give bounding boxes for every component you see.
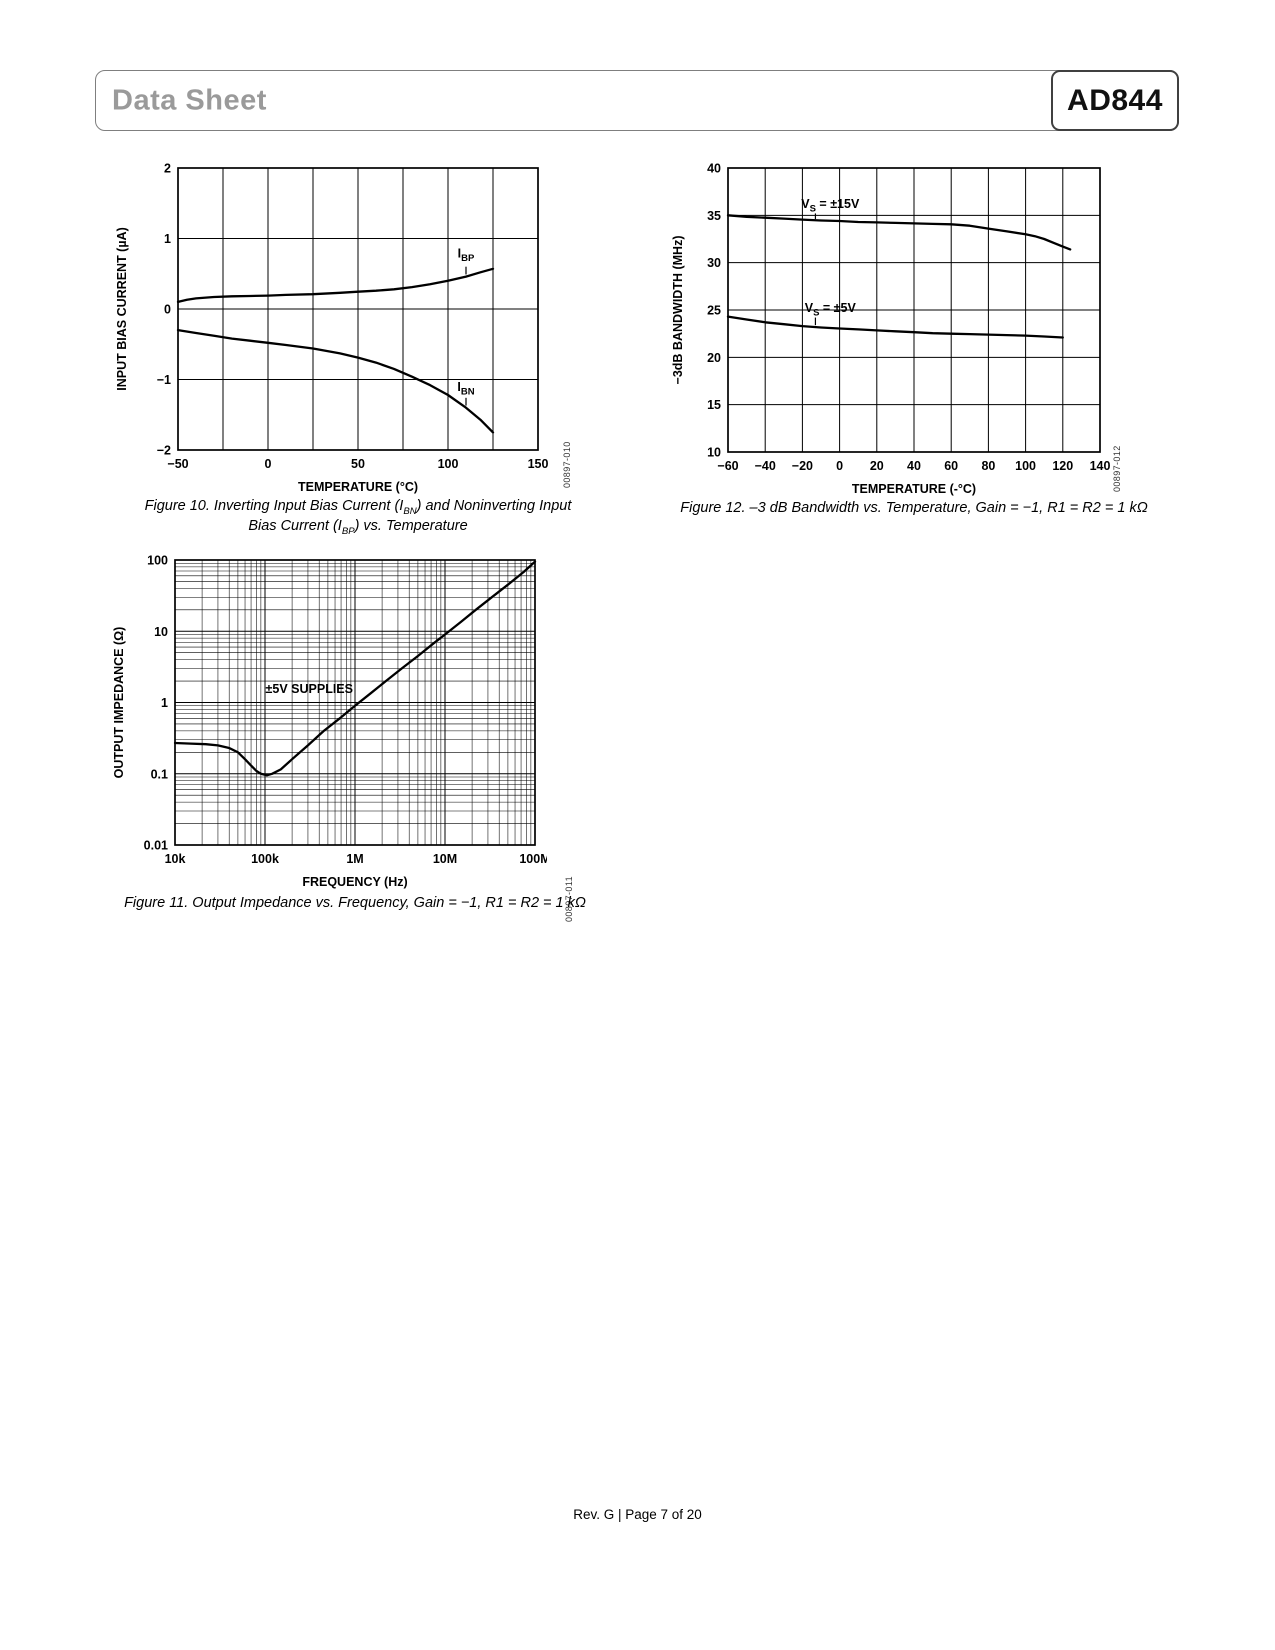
curve-label: IBP: [458, 247, 475, 265]
part-number-box: AD844: [1051, 70, 1179, 131]
series-vs-plus-minus-15v: [726, 214, 1072, 251]
page-footer: Rev. G | Page 7 of 20: [0, 1507, 1275, 1522]
x-tick-label: 0: [265, 457, 272, 471]
x-tick-label: −40: [755, 459, 776, 473]
x-tick-label: 1M: [346, 852, 363, 866]
x-tick-label: 100: [438, 457, 459, 471]
x-tick-label: −20: [792, 459, 813, 473]
x-tick-label: 0: [836, 459, 843, 473]
curve-label: VS = ±5V: [805, 301, 857, 319]
y-tick-label: 20: [707, 351, 721, 365]
y-tick-label: 40: [707, 162, 721, 176]
y-tick-label: 30: [707, 256, 721, 270]
x-tick-label: 80: [981, 459, 995, 473]
figure-12-caption: Figure 12. –3 dB Bandwidth vs. Temperatu…: [680, 500, 1148, 516]
y-tick-label: 25: [707, 304, 721, 318]
y-tick-label: 1: [161, 696, 168, 710]
series-vs-plus-minus-5v: [726, 315, 1064, 339]
x-tick-label: 120: [1052, 459, 1073, 473]
figure-10: −50 0 50 100 150 2 1 0 −1 −2 TEMPERATURE (°C) INPUT…: [110, 158, 600, 558]
y-tick-label: 10: [154, 625, 168, 639]
figure-10-code: 00897-010: [562, 441, 572, 488]
y-tick-label: 0.1: [151, 767, 168, 781]
y-axis-title: INPUT BIAS CURRENT (µA): [115, 227, 129, 390]
y-tick-label: 10: [707, 446, 721, 460]
figure-11: 10k 100k 1M 10M 100M 100 10 1 0.1 0.01 FREQUENCY (…: [107, 552, 597, 962]
x-tick-label: 100M: [519, 852, 547, 866]
x-axis-title: TEMPERATURE (°C): [298, 480, 418, 494]
series-IBN: [176, 328, 495, 434]
series-output-impedance: [173, 560, 537, 777]
y-tick-label: 100: [147, 554, 168, 568]
x-axis-title: FREQUENCY (Hz): [302, 875, 407, 889]
x-tick-label: 150: [528, 457, 549, 471]
curve-label: IBN: [457, 380, 474, 398]
x-tick-label: 10k: [165, 852, 186, 866]
part-number: AD844: [1067, 83, 1163, 117]
x-tick-label: 20: [870, 459, 884, 473]
plot-border: [174, 559, 536, 846]
curve-label: VS = ±15V: [801, 197, 860, 215]
x-axis-title: TEMPERATURE (-°C): [852, 482, 976, 496]
footer-text: Rev. G | Page 7 of 20: [573, 1507, 702, 1522]
doc-type-label: Data Sheet: [112, 84, 267, 116]
y-tick-label: 1: [164, 232, 171, 246]
x-tick-label: 100k: [251, 852, 279, 866]
y-tick-label: −1: [157, 373, 171, 387]
x-tick-label: −60: [717, 459, 738, 473]
y-axis-title: OUTPUT IMPEDANCE (Ω): [112, 627, 126, 779]
x-tick-label: 10M: [433, 852, 457, 866]
page-header: Data Sheet AD844: [95, 70, 1179, 131]
y-tick-label: −2: [157, 444, 171, 458]
figure-11-chart: 10k 100k 1M 10M 100M 100 10 1 0.1 0.01 FREQUENCY (…: [112, 554, 547, 890]
x-tick-label: 100: [1015, 459, 1036, 473]
figure-11-caption: Figure 11. Output Impedance vs. Frequenc…: [124, 895, 586, 911]
y-tick-label: 15: [707, 398, 721, 412]
plot-border: [177, 167, 539, 451]
series-IBP: [176, 267, 495, 304]
figure-12-chart: −60 −40 −20 0 20 40 60 80 100 120 140 40 35 30 25 20 15 1…: [671, 162, 1111, 497]
y-tick-label: 35: [707, 209, 721, 223]
x-tick-label: −50: [167, 457, 188, 471]
x-tick-label: 140: [1090, 459, 1111, 473]
y-tick-label: 0: [164, 303, 171, 317]
y-tick-label: 0.01: [144, 839, 168, 853]
figure-12-code: 00897-012: [1112, 445, 1122, 492]
figure-10-chart: −50 0 50 100 150 2 1 0 −1 −2 TEMPERATURE (°C) INPUT…: [115, 162, 549, 495]
figure-12: −60 −40 −20 0 20 40 60 80 100 120 140 40 35 30 25 20 15 1…: [666, 158, 1166, 558]
x-tick-label: 40: [907, 459, 921, 473]
figure-10-caption: Figure 10. Inverting Input Bias Current …: [144, 498, 572, 537]
curve-label: ±5V SUPPLIES: [266, 682, 353, 696]
y-axis-title: −3dB BANDWIDTH (MHz): [671, 236, 685, 385]
x-tick-label: 60: [944, 459, 958, 473]
plot-border: [727, 167, 1101, 453]
x-tick-label: 50: [351, 457, 365, 471]
y-tick-label: 2: [164, 162, 171, 176]
